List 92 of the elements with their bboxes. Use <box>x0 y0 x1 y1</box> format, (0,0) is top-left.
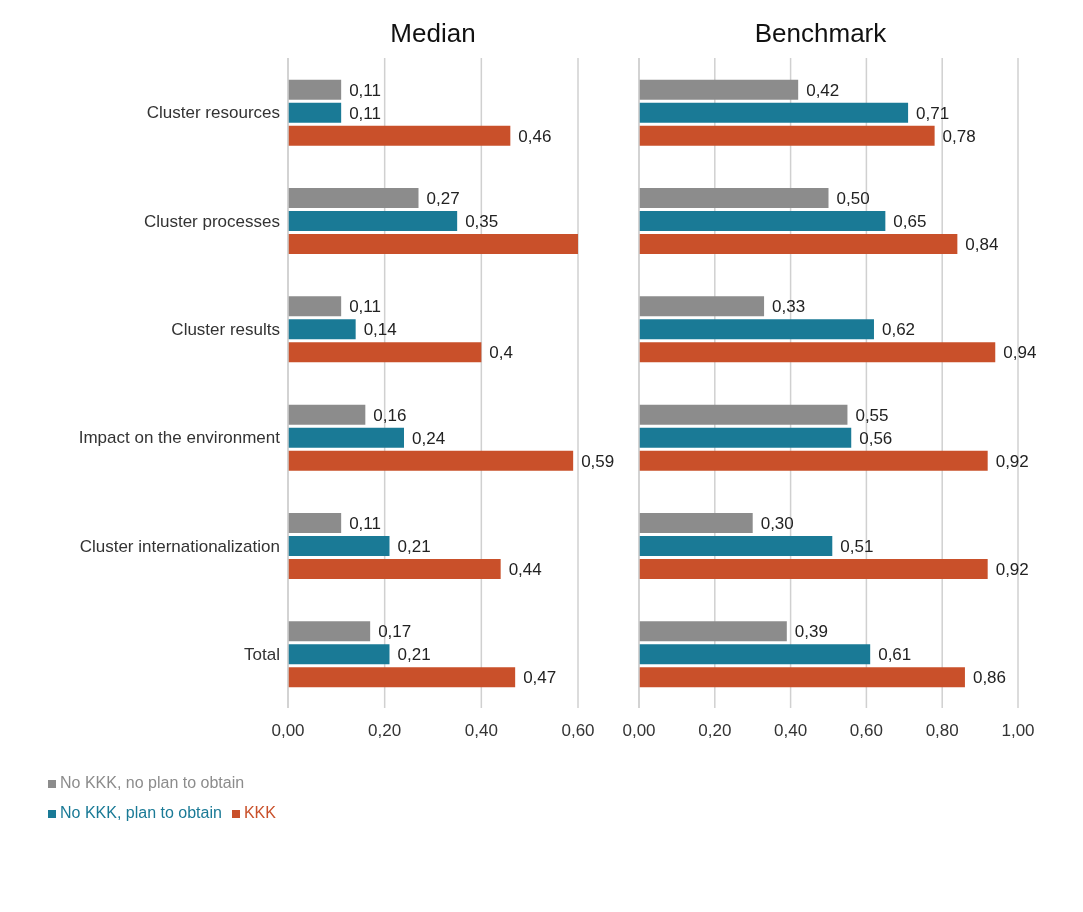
bar <box>288 404 366 425</box>
chart-title: Median <box>389 17 477 50</box>
bar <box>288 125 511 146</box>
x-tick-label: 0,80 <box>925 721 959 741</box>
x-tick-label: 0,00 <box>271 721 305 741</box>
bar <box>639 342 996 363</box>
bar <box>639 621 787 642</box>
bar <box>639 211 886 231</box>
bar <box>288 102 342 123</box>
data-label: 0,11 <box>349 514 381 534</box>
data-label: 0,42 <box>806 80 840 100</box>
data-label: 0,78 <box>942 126 976 146</box>
bar <box>639 79 799 100</box>
data-label: 0,35 <box>465 212 499 232</box>
y-tick-label: Cluster processes <box>143 211 280 231</box>
bar <box>288 450 574 471</box>
bar <box>639 559 988 579</box>
bar <box>639 296 765 317</box>
legend-label: No KKK, no plan to obtain <box>60 774 245 791</box>
bar <box>639 188 829 208</box>
y-tick-label: Cluster resources <box>146 103 280 123</box>
x-tick-label: 0,00 <box>622 721 656 741</box>
data-label: 0,71 <box>916 103 950 123</box>
bar <box>288 667 516 688</box>
data-label: 0,50 <box>836 189 870 209</box>
bar <box>639 536 833 556</box>
data-label: 0,16 <box>373 405 407 425</box>
x-tick-label: 0,20 <box>698 721 732 741</box>
bar <box>288 513 342 533</box>
data-label: 0,56 <box>859 428 893 448</box>
data-label: 0,14 <box>363 320 397 340</box>
bar <box>288 427 404 448</box>
data-label: 0,47 <box>523 668 557 688</box>
legend-label: KKK <box>243 804 276 821</box>
y-tick-label: Impact on the environment <box>78 428 281 448</box>
bar <box>639 513 753 533</box>
data-label: 0,62 <box>881 320 916 340</box>
chart-title: Benchmark <box>753 17 888 50</box>
bar <box>639 404 848 425</box>
bar <box>288 621 371 642</box>
data-label: 0,92 <box>995 451 1029 471</box>
data-label: 0,24 <box>412 428 446 448</box>
bar <box>288 536 390 556</box>
data-label: 0,84 <box>965 235 999 255</box>
x-tick-label: 0,40 <box>774 721 808 741</box>
bar <box>288 234 578 254</box>
legend-label: No KKK, plan to obtain <box>60 804 222 821</box>
data-label: 0,4 <box>489 343 513 363</box>
data-label: 0,44 <box>508 560 542 580</box>
bar <box>639 234 958 254</box>
bar <box>639 319 874 340</box>
bar <box>288 296 342 317</box>
data-label: 0,92 <box>995 560 1029 580</box>
bar <box>288 79 342 100</box>
bar <box>639 644 871 665</box>
data-label: 0,21 <box>397 537 431 557</box>
data-label: 0,65 <box>893 212 927 232</box>
bar <box>288 644 390 665</box>
x-tick-label: 0,40 <box>464 721 498 741</box>
data-label: 0,55 <box>855 405 889 425</box>
data-label: 0,61 <box>878 645 912 665</box>
data-label: 0,11 <box>349 103 381 123</box>
bar <box>288 559 501 579</box>
data-label: 0,17 <box>378 622 412 642</box>
bar <box>288 188 419 208</box>
x-tick-label: 1,00 <box>1001 721 1035 741</box>
bar <box>639 125 935 146</box>
data-label: 0,30 <box>760 514 794 534</box>
x-tick-label: 0,60 <box>849 721 883 741</box>
y-tick-label: Total <box>244 644 280 664</box>
y-tick-label: Cluster internationalization <box>79 536 280 556</box>
x-tick-label: 0,20 <box>368 721 402 741</box>
x-tick-label: 0,60 <box>561 721 595 741</box>
bar <box>639 667 965 688</box>
bar <box>288 319 356 340</box>
bar <box>639 427 852 448</box>
data-label: 0,46 <box>518 126 552 146</box>
data-label: 0,86 <box>972 668 1007 688</box>
bar <box>288 342 482 363</box>
bar <box>639 102 909 123</box>
data-label: 0,39 <box>794 622 828 642</box>
data-label: 0,94 <box>1003 343 1037 363</box>
data-label: 0,33 <box>772 297 806 317</box>
y-tick-label: Cluster results <box>171 319 280 339</box>
bar <box>288 211 458 231</box>
data-label: 0,11 <box>349 297 381 317</box>
data-label: 0,11 <box>349 80 381 100</box>
data-label: 0,27 <box>426 189 460 209</box>
data-label: 0,21 <box>397 645 431 665</box>
data-label: 0,59 <box>581 451 615 471</box>
bar <box>639 450 988 471</box>
data-label: 0,51 <box>840 537 874 557</box>
